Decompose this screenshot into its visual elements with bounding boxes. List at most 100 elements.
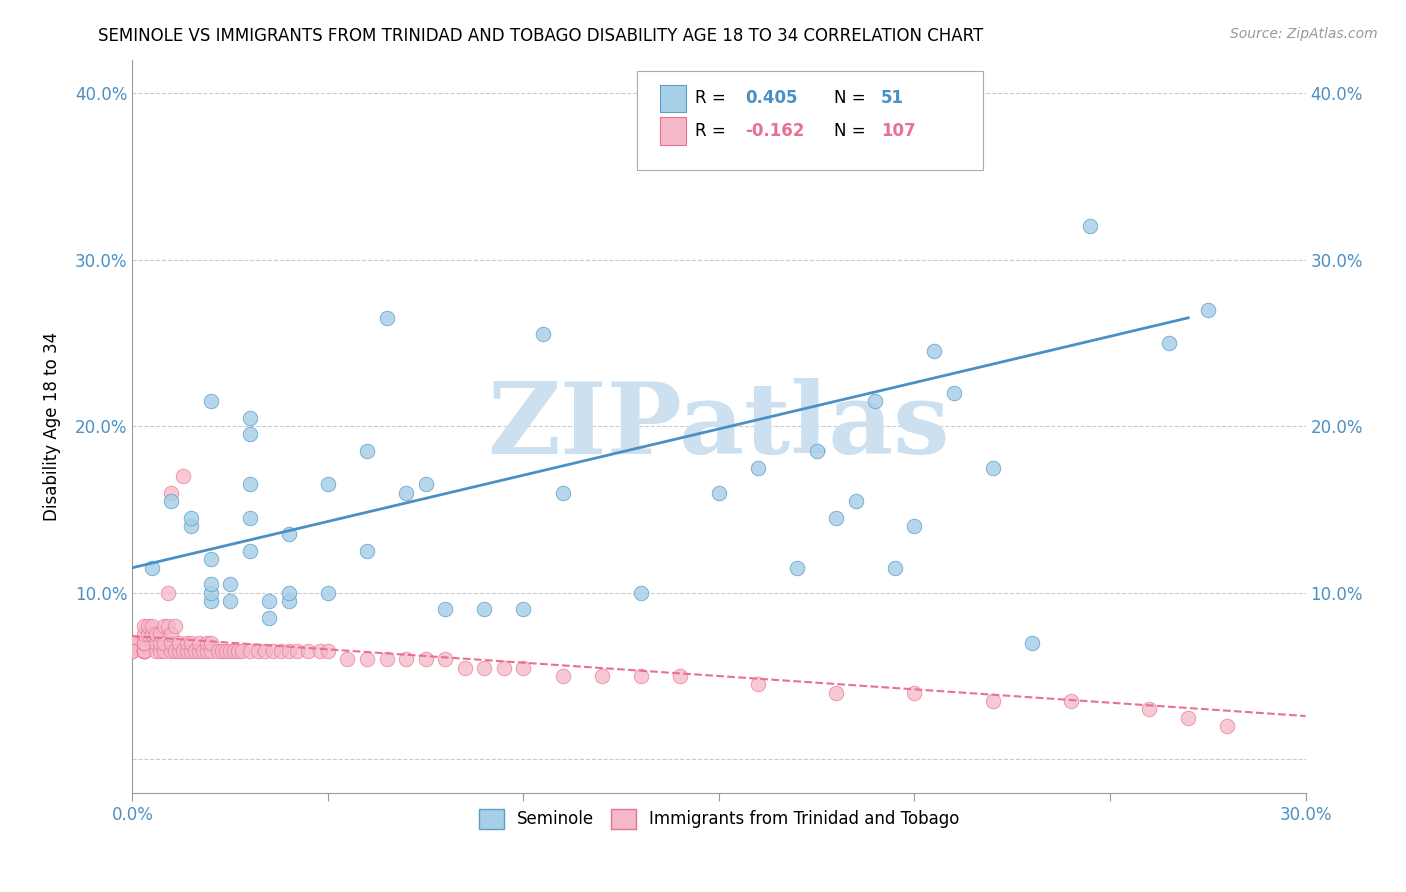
- Point: [121, 636, 143, 650]
- Point: [121, 636, 143, 650]
- Point: [825, 510, 848, 524]
- Text: 107: 107: [880, 121, 915, 140]
- Point: [121, 636, 143, 650]
- Point: [200, 594, 222, 608]
- Point: [121, 636, 143, 650]
- Point: [160, 644, 183, 658]
- Point: [356, 444, 378, 458]
- FancyBboxPatch shape: [637, 70, 983, 169]
- Point: [1080, 219, 1102, 234]
- Point: [121, 636, 143, 650]
- Point: [239, 410, 262, 425]
- Point: [472, 602, 495, 616]
- Text: Source: ZipAtlas.com: Source: ZipAtlas.com: [1230, 27, 1378, 41]
- Point: [180, 510, 202, 524]
- Text: 0.405: 0.405: [745, 89, 797, 107]
- Point: [160, 494, 183, 508]
- Point: [121, 644, 143, 658]
- Point: [195, 644, 218, 658]
- Text: 51: 51: [880, 89, 904, 107]
- Point: [669, 111, 692, 125]
- Point: [1177, 711, 1199, 725]
- Point: [132, 644, 155, 658]
- Point: [825, 686, 848, 700]
- Point: [132, 644, 155, 658]
- Point: [152, 619, 174, 633]
- Point: [132, 636, 155, 650]
- Point: [316, 585, 339, 599]
- Point: [180, 519, 202, 533]
- Point: [551, 485, 574, 500]
- Point: [172, 469, 194, 483]
- Point: [219, 594, 242, 608]
- Point: [200, 636, 222, 650]
- Point: [239, 477, 262, 491]
- Point: [187, 636, 209, 650]
- Point: [415, 477, 437, 491]
- FancyBboxPatch shape: [661, 117, 686, 145]
- Point: [806, 444, 828, 458]
- Point: [239, 510, 262, 524]
- Point: [1157, 335, 1180, 350]
- Point: [145, 644, 167, 658]
- Point: [200, 585, 222, 599]
- Point: [747, 460, 769, 475]
- Point: [176, 644, 198, 658]
- Point: [184, 644, 207, 658]
- Point: [141, 560, 163, 574]
- Point: [121, 636, 143, 650]
- Point: [215, 644, 238, 658]
- Point: [239, 644, 262, 658]
- Point: [1216, 719, 1239, 733]
- Point: [630, 585, 652, 599]
- Point: [207, 644, 229, 658]
- Point: [277, 527, 299, 541]
- Point: [472, 661, 495, 675]
- Y-axis label: Disability Age 18 to 34: Disability Age 18 to 34: [44, 332, 60, 521]
- Point: [707, 485, 730, 500]
- Point: [152, 644, 174, 658]
- Point: [200, 394, 222, 409]
- Point: [149, 636, 172, 650]
- Point: [942, 385, 965, 400]
- Point: [160, 485, 183, 500]
- Point: [630, 669, 652, 683]
- Point: [152, 636, 174, 650]
- Point: [121, 636, 143, 650]
- Point: [375, 652, 398, 666]
- Point: [246, 644, 269, 658]
- Point: [149, 644, 172, 658]
- Point: [169, 644, 191, 658]
- Point: [395, 485, 418, 500]
- Point: [591, 669, 613, 683]
- Point: [160, 636, 183, 650]
- Point: [156, 585, 179, 599]
- Point: [316, 477, 339, 491]
- Point: [132, 644, 155, 658]
- Point: [277, 594, 299, 608]
- Point: [903, 686, 925, 700]
- Point: [136, 619, 159, 633]
- Point: [121, 636, 143, 650]
- Point: [132, 627, 155, 641]
- Point: [200, 552, 222, 566]
- Point: [160, 627, 183, 641]
- Point: [922, 344, 945, 359]
- Point: [492, 661, 515, 675]
- Point: [121, 636, 143, 650]
- Point: [211, 644, 233, 658]
- Point: [257, 594, 280, 608]
- Point: [1137, 702, 1160, 716]
- Point: [356, 652, 378, 666]
- Text: R =: R =: [696, 121, 731, 140]
- Point: [336, 652, 359, 666]
- Point: [219, 577, 242, 591]
- Point: [309, 644, 332, 658]
- Point: [277, 644, 299, 658]
- Point: [121, 644, 143, 658]
- Point: [180, 636, 202, 650]
- Point: [121, 636, 143, 650]
- Point: [434, 652, 457, 666]
- Point: [297, 644, 319, 658]
- Point: [169, 636, 191, 650]
